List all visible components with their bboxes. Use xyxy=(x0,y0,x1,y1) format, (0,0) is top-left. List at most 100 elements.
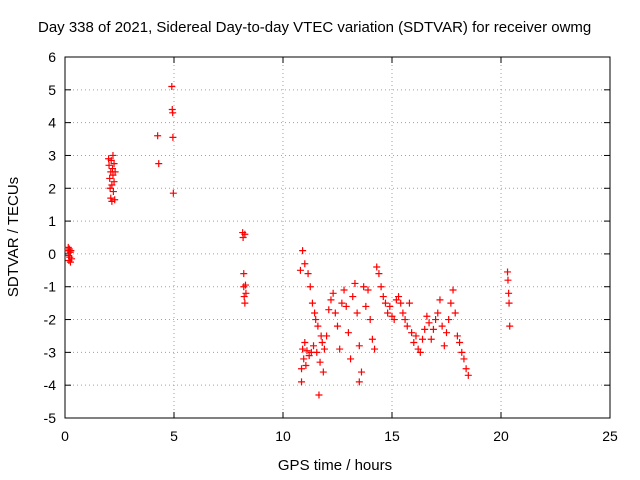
y-tick-label: 0 xyxy=(48,246,56,262)
x-tick-label: 0 xyxy=(61,428,69,444)
data-point xyxy=(440,342,448,350)
data-point xyxy=(319,368,327,376)
data-point xyxy=(111,196,119,204)
data-point xyxy=(169,109,177,117)
data-point xyxy=(390,316,398,324)
data-point xyxy=(338,299,346,307)
data-point xyxy=(368,335,376,343)
data-point xyxy=(308,299,316,307)
chart-title: Day 338 of 2021, Sidereal Day-to-day VTE… xyxy=(38,19,591,36)
data-point xyxy=(438,322,446,330)
data-point xyxy=(401,316,409,324)
data-point xyxy=(155,160,163,168)
y-axis-label: SDTVAR / TECUs xyxy=(5,177,22,297)
data-point xyxy=(168,83,176,91)
data-point xyxy=(110,160,118,168)
data-point xyxy=(67,247,75,255)
data-point xyxy=(312,316,320,324)
data-point xyxy=(434,309,442,317)
data-point xyxy=(300,355,308,363)
data-point xyxy=(357,368,365,376)
x-tick-label: 10 xyxy=(275,428,291,444)
data-point xyxy=(453,332,461,340)
data-point xyxy=(336,345,344,353)
data-point xyxy=(306,283,314,291)
data-point xyxy=(302,361,310,369)
y-tick-label: -1 xyxy=(44,279,57,295)
data-point xyxy=(154,132,162,140)
data-point xyxy=(505,289,513,297)
data-point xyxy=(362,302,370,310)
data-point xyxy=(377,283,385,291)
data-point xyxy=(403,322,411,330)
data-point xyxy=(379,293,387,301)
data-point xyxy=(105,161,113,169)
data-point xyxy=(506,322,514,330)
data-point xyxy=(349,293,357,301)
data-point xyxy=(241,230,249,238)
data-point xyxy=(423,312,431,320)
data-point xyxy=(241,299,249,307)
data-point xyxy=(303,347,311,355)
data-point xyxy=(315,391,323,399)
data-point xyxy=(436,296,444,304)
y-tick-label: -3 xyxy=(44,344,57,360)
data-point xyxy=(109,188,117,196)
data-point xyxy=(242,281,250,289)
y-tick-label: 4 xyxy=(48,115,56,131)
data-point xyxy=(299,247,307,255)
data-point xyxy=(299,345,307,353)
data-point xyxy=(342,302,350,310)
data-point xyxy=(397,299,405,307)
grid-lines xyxy=(65,57,610,418)
data-point xyxy=(416,348,424,356)
data-point xyxy=(447,299,455,307)
data-point xyxy=(355,342,363,350)
data-point xyxy=(331,309,339,317)
data-point xyxy=(325,306,333,314)
data-point xyxy=(68,255,76,263)
data-points xyxy=(64,83,514,399)
data-point xyxy=(301,339,309,347)
data-point xyxy=(314,322,322,330)
data-point xyxy=(109,151,117,159)
data-point xyxy=(419,335,427,343)
x-tick-label: 5 xyxy=(170,428,178,444)
data-point xyxy=(451,309,459,317)
data-point xyxy=(505,299,513,307)
data-point xyxy=(360,283,368,291)
data-point xyxy=(334,322,341,330)
data-point xyxy=(301,260,309,268)
x-tick-label: 20 xyxy=(493,428,509,444)
data-point xyxy=(296,266,304,274)
data-point xyxy=(106,184,114,192)
data-point xyxy=(110,178,118,186)
y-tick-label: 2 xyxy=(48,180,56,196)
data-point xyxy=(460,355,468,363)
data-point xyxy=(107,194,115,202)
data-point xyxy=(310,342,318,350)
plot-frame xyxy=(64,56,611,419)
data-point xyxy=(412,332,420,340)
data-point xyxy=(169,133,177,141)
data-point xyxy=(456,339,464,347)
data-point xyxy=(381,299,389,307)
data-point xyxy=(327,296,335,304)
y-tick-label: -5 xyxy=(44,410,57,426)
data-point xyxy=(344,329,352,337)
data-point xyxy=(66,248,74,256)
data-point xyxy=(366,316,374,324)
data-point xyxy=(375,270,383,278)
data-point xyxy=(313,348,321,356)
data-point xyxy=(65,245,73,253)
data-point xyxy=(425,319,433,327)
data-point xyxy=(298,365,306,373)
x-tick-label: 25 xyxy=(602,428,618,444)
data-point xyxy=(351,279,359,287)
y-tick-label: -2 xyxy=(44,312,57,328)
data-point xyxy=(395,293,403,301)
data-point xyxy=(311,309,319,317)
x-tick-label: 15 xyxy=(384,428,400,444)
data-point xyxy=(304,270,312,278)
data-point xyxy=(242,289,250,297)
